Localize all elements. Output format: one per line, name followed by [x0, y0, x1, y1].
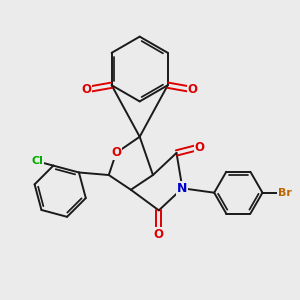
- Text: O: O: [82, 83, 92, 96]
- Text: O: O: [154, 228, 164, 241]
- Text: O: O: [188, 83, 198, 96]
- Text: O: O: [111, 146, 121, 159]
- Text: Br: Br: [278, 188, 292, 198]
- Text: Cl: Cl: [32, 156, 44, 167]
- Text: O: O: [194, 141, 205, 154]
- Text: N: N: [177, 182, 188, 195]
